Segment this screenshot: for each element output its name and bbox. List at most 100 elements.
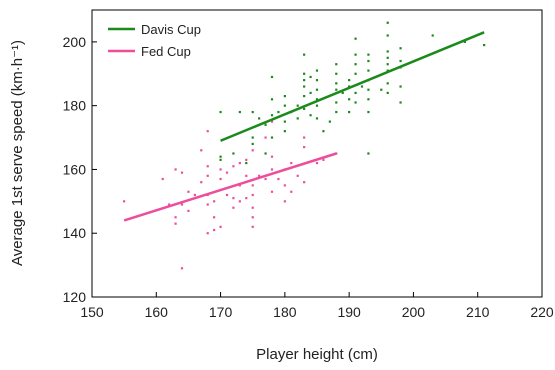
davis-cup-point (354, 53, 357, 56)
davis-cup-point (354, 101, 357, 104)
fed-cup-point (303, 181, 306, 184)
davis-cup-point (270, 114, 274, 117)
davis-cup-point (335, 82, 338, 85)
fed-cup-point (174, 222, 177, 225)
trend-lines-layer (123, 31, 485, 222)
davis-cup-point (386, 63, 389, 66)
davis-cup-point (399, 101, 402, 104)
fed-cup-point (251, 184, 254, 187)
fed-cup-point (225, 193, 229, 197)
fed-cup-point (251, 193, 254, 197)
fed-cup-point (123, 200, 126, 203)
davis-cup-point (303, 72, 306, 75)
davis-cup-point (335, 63, 338, 66)
davis-cup-point (335, 110, 338, 114)
fed-cup-point (264, 177, 267, 181)
davis-cup-trend-line (220, 31, 485, 142)
x-axis-title: Player height (cm) (256, 346, 378, 363)
fed-cup-point (270, 120, 274, 123)
davis-cup-point (251, 136, 254, 139)
fed-cup-point (303, 136, 306, 139)
y-tick-label: 180 (63, 98, 87, 114)
davis-cup-point (367, 88, 370, 91)
davis-cup-point (367, 59, 370, 63)
x-tick-label: 200 (402, 304, 426, 320)
davis-cup-point (303, 85, 306, 88)
fed-cup-point (322, 158, 325, 161)
davis-cup-point (354, 91, 357, 95)
fed-cup-point (187, 209, 190, 212)
fed-cup-point (258, 174, 261, 177)
davis-cup-point (309, 91, 312, 95)
davis-cup-point (283, 130, 286, 133)
davis-cup-point (399, 47, 402, 50)
davis-cup-point (386, 56, 389, 59)
fed-cup-point (290, 190, 293, 193)
davis-cup-point (367, 152, 370, 155)
fed-cup-point (200, 181, 203, 184)
davis-cup-point (219, 158, 222, 161)
davis-cup-point (270, 98, 274, 101)
fed-cup-point (219, 177, 222, 181)
y-tick-label: 120 (63, 289, 87, 305)
davis-cup-point (264, 152, 267, 155)
davis-cup-point (283, 120, 286, 123)
x-tick-label: 150 (80, 304, 104, 320)
davis-cup-point (335, 72, 338, 75)
davis-cup-point (251, 110, 254, 114)
davis-cup-point (360, 85, 364, 88)
fed-cup-point (213, 200, 216, 203)
davis-cup-point (483, 43, 486, 47)
fed-cup-point (270, 190, 274, 193)
davis-cup-point (296, 104, 299, 107)
davis-cup-point (354, 72, 357, 75)
fed-cup-point (168, 203, 171, 206)
davis-cup-point (348, 79, 351, 82)
davis-cup-point (463, 40, 466, 43)
davis-cup-point (380, 88, 383, 91)
y-tick-label: 200 (63, 34, 87, 50)
x-tick-label: 160 (145, 304, 169, 320)
davis-cup-point (315, 104, 319, 107)
fed-cup-point (264, 136, 267, 139)
davis-cup-point (303, 107, 306, 110)
davis-cup-point (245, 161, 248, 165)
fed-cup-point (238, 184, 241, 187)
davis-cup-point (315, 69, 319, 72)
davis-cup-point (232, 152, 235, 155)
davis-cup-point (386, 34, 389, 37)
davis-cup-point (386, 82, 389, 85)
fed-cup-trend-line (123, 152, 337, 222)
fed-cup-point (206, 203, 209, 206)
davis-cup-point (431, 34, 434, 37)
fed-cup-point (232, 206, 235, 209)
davis-cup-point (367, 53, 370, 56)
fed-cup-point (180, 203, 184, 206)
x-tick-label: 190 (337, 304, 361, 320)
fed-cup-point (232, 197, 235, 200)
davis-cup-point (335, 101, 338, 104)
davis-cup-point (303, 95, 306, 98)
fed-cup-point (238, 200, 241, 203)
davis-cup-point (367, 98, 370, 101)
fed-cup-point (174, 168, 177, 171)
davis-cup-point (309, 75, 312, 79)
davis-cup-point (270, 136, 274, 139)
davis-cup-point (296, 117, 299, 120)
fed-cup-point (315, 161, 319, 165)
fed-cup-point (251, 216, 254, 219)
fed-cup-point (161, 177, 164, 181)
plot-area-frame (91, 9, 543, 298)
fed-cup-point (283, 200, 286, 203)
x-tick-label: 170 (209, 304, 233, 320)
fed-cup-point (213, 228, 216, 232)
davis-cup-point (303, 53, 306, 56)
fed-cup-point (232, 165, 235, 168)
fed-cup-point (238, 161, 241, 165)
fed-cup-point (180, 171, 184, 174)
fed-cup-point (270, 168, 274, 171)
fed-cup-point (290, 161, 293, 165)
davis-cup-point (219, 155, 222, 158)
davis-cup-point (315, 79, 319, 82)
